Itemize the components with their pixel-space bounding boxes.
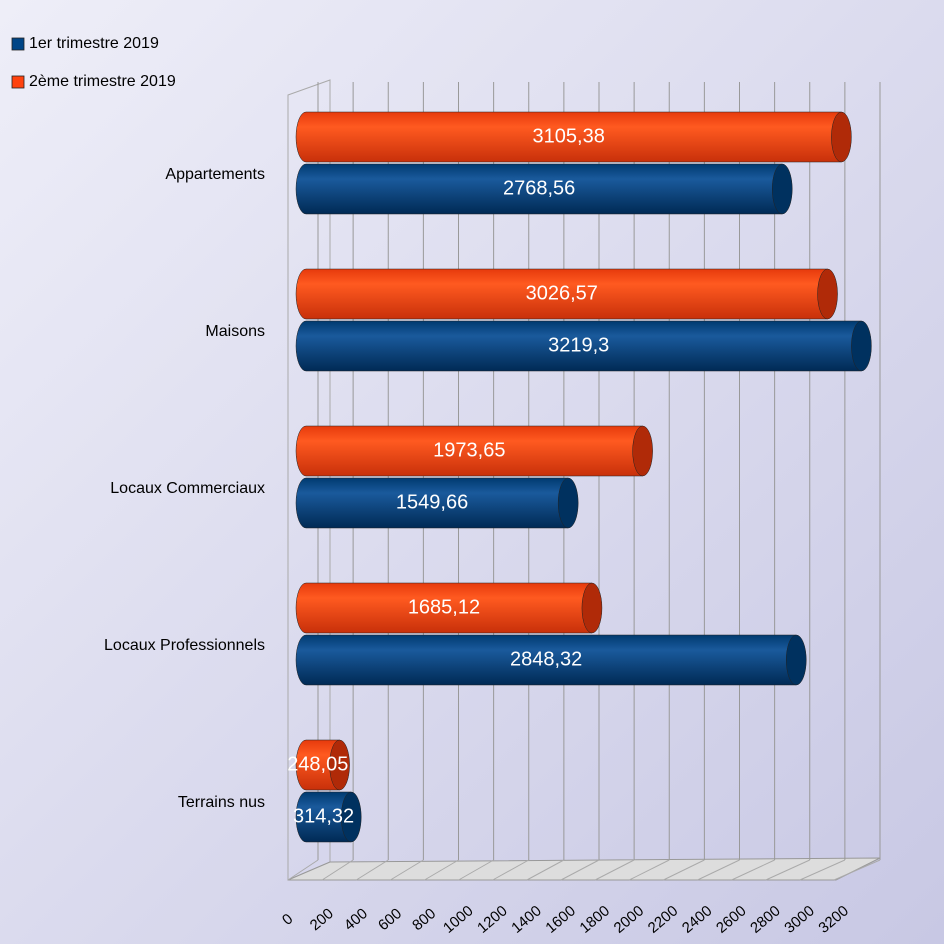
floor-line (765, 859, 810, 881)
floor-line (321, 859, 354, 881)
legend-swatch (11, 75, 25, 89)
value-label: 2848,32 (510, 648, 582, 670)
bar-cap (851, 320, 872, 372)
value-label: 1685,12 (408, 596, 480, 618)
floor-line (526, 859, 565, 881)
floor (287, 857, 881, 881)
category-label: Locaux Professionnels (104, 637, 265, 654)
bar-cap (632, 425, 653, 477)
floor-line (594, 859, 635, 881)
floor-line (731, 859, 775, 881)
bar-cap (785, 634, 807, 686)
bar (295, 111, 842, 163)
legend-label: 1er trimestre 2019 (29, 35, 159, 52)
value-label: 3219,3 (548, 334, 609, 356)
value-label: 3105,38 (533, 125, 605, 147)
floor-line (697, 859, 740, 881)
bar (295, 163, 783, 215)
floor-line (424, 859, 459, 881)
bar-cap (771, 163, 793, 215)
floor-line (799, 859, 846, 881)
legend-swatch (11, 37, 25, 51)
value-label: 2768,56 (503, 177, 575, 199)
floor-line (833, 859, 881, 881)
bar (295, 268, 828, 320)
value-label: 3026,57 (526, 282, 598, 304)
category-label: Locaux Commerciaux (110, 480, 265, 497)
floor-line (560, 859, 600, 881)
bar (295, 634, 797, 686)
bar (295, 739, 340, 791)
value-label: 1973,65 (433, 439, 505, 461)
floor-line (390, 859, 424, 881)
floor-line (287, 859, 319, 881)
bar (295, 320, 862, 372)
bar (295, 477, 569, 529)
floor-line (355, 859, 389, 881)
bar (295, 425, 643, 477)
floor-line (458, 859, 494, 881)
bar-cap (557, 477, 579, 529)
bar (295, 582, 593, 634)
category-label: Appartements (165, 166, 265, 183)
category-label: Maisons (205, 323, 265, 340)
floor-line (492, 859, 529, 881)
floor-line (629, 859, 670, 881)
bar-cap (817, 268, 838, 320)
value-label: 1549,66 (396, 491, 468, 513)
bar-cap (831, 111, 852, 163)
value-label: 248,05 (287, 753, 348, 775)
category-label: Terrains nus (178, 794, 265, 811)
bar (295, 791, 352, 843)
bar-cap (340, 791, 362, 843)
floor-line (663, 859, 705, 881)
bar-cap (329, 739, 350, 791)
bar-cap (581, 582, 603, 634)
legend-label: 2ème trimestre 2019 (29, 73, 176, 90)
value-label: 314,32 (293, 805, 354, 827)
